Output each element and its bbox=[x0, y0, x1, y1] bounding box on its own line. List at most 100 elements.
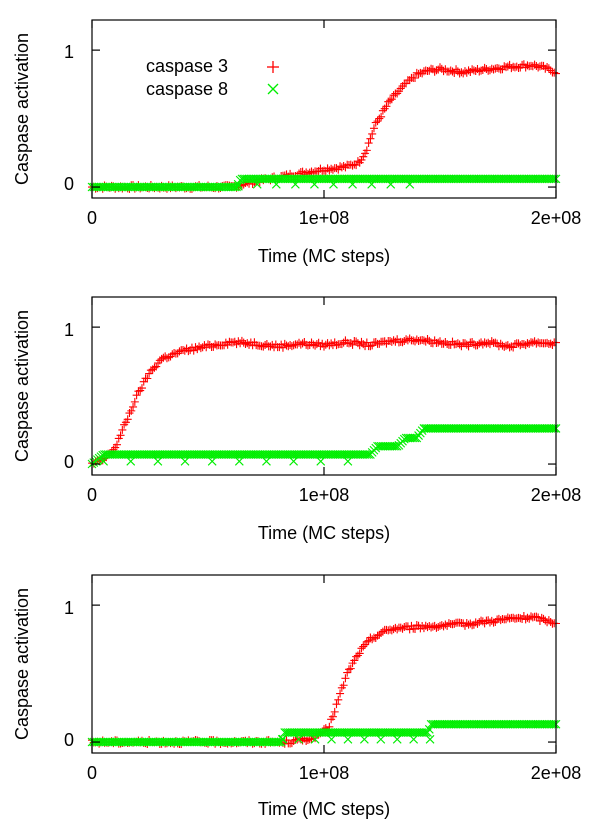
caspase-3-point bbox=[475, 618, 484, 627]
x-tick-label-2e8: 2e+08 bbox=[531, 485, 582, 505]
caspase-3-point bbox=[443, 340, 452, 349]
caspase-3-point bbox=[450, 68, 459, 77]
caspase-3-point bbox=[125, 409, 134, 418]
caspase-3-point bbox=[195, 342, 204, 351]
caspase-3-point bbox=[378, 627, 387, 636]
caspase-8-point bbox=[252, 179, 262, 189]
caspase-8-point bbox=[289, 456, 298, 466]
caspase-3-point bbox=[412, 621, 421, 630]
caspase-3-point bbox=[252, 341, 261, 350]
ticks-2 bbox=[91, 297, 557, 475]
caspase-3-point bbox=[237, 336, 246, 345]
x-tick-label-0: 0 bbox=[87, 763, 97, 783]
caspase-3-point bbox=[521, 341, 530, 350]
caspase-3-point bbox=[543, 63, 552, 72]
caspase-3-point bbox=[314, 338, 323, 347]
caspase-3-point bbox=[303, 736, 312, 745]
caspase-3-point bbox=[393, 625, 402, 634]
ticks-3 bbox=[91, 575, 557, 753]
caspase-3-point bbox=[496, 616, 505, 625]
caspase-8-point bbox=[271, 179, 281, 189]
caspase-3-point bbox=[327, 164, 336, 173]
caspase-3-point bbox=[475, 339, 484, 348]
caspase-3-point bbox=[434, 338, 443, 347]
caspase-3-point bbox=[261, 340, 270, 349]
caspase-3-point bbox=[357, 155, 366, 164]
caspase-8-point bbox=[549, 424, 559, 433]
caspase-3-point bbox=[375, 114, 384, 123]
caspase-3-point bbox=[512, 62, 521, 71]
caspase-3-point bbox=[368, 635, 377, 644]
x-axis-title-2: Time (MC steps) bbox=[258, 523, 390, 543]
caspase-3-point bbox=[132, 391, 141, 400]
caspase-8-point bbox=[126, 456, 136, 466]
caspase-8-point bbox=[409, 734, 419, 744]
caspase-3-point bbox=[321, 340, 330, 349]
caspase-3-point bbox=[129, 402, 138, 411]
caspase-8-point bbox=[425, 734, 435, 744]
x-axis-title-1: Time (MC steps) bbox=[258, 246, 390, 266]
caspase-3-point bbox=[452, 65, 461, 74]
caspase-3-point bbox=[475, 67, 484, 76]
y-tick-label-0: 0 bbox=[64, 174, 74, 194]
caspase-3-point bbox=[418, 335, 427, 344]
caspase-8-point bbox=[343, 456, 353, 466]
caspase-3-point bbox=[437, 621, 446, 630]
caspase-8-point bbox=[232, 182, 241, 192]
caspase-3-point bbox=[466, 619, 475, 628]
y-tick-label-1: 1 bbox=[64, 598, 74, 618]
caspase-3-point bbox=[346, 664, 355, 673]
caspase-3-point bbox=[432, 623, 441, 632]
panel-3: 1 0 0 1e+08 2e+08 Time (MC steps) Caspas… bbox=[12, 574, 581, 819]
caspase-3-point bbox=[343, 668, 352, 677]
y-tick-label-0: 0 bbox=[64, 730, 74, 750]
caspase-3-point bbox=[389, 91, 398, 100]
caspase-3-point bbox=[402, 79, 411, 88]
x-tick-label-2e8: 2e+08 bbox=[531, 208, 582, 228]
caspase-3-point bbox=[205, 341, 214, 350]
caspase-3-point bbox=[402, 335, 411, 344]
caspase-3-point bbox=[359, 152, 368, 161]
caspase-3-point bbox=[369, 124, 378, 133]
caspase-8-point bbox=[549, 174, 559, 184]
caspase-3-point bbox=[523, 61, 532, 70]
caspase-8-point bbox=[359, 734, 369, 744]
caspase-3-point bbox=[152, 362, 161, 371]
caspase-3-point bbox=[116, 431, 125, 440]
caspase-3-point bbox=[359, 340, 368, 349]
caspase-3-point bbox=[118, 425, 127, 434]
caspase-3-point bbox=[341, 674, 350, 683]
caspase-3-point bbox=[453, 67, 462, 76]
caspase-3-point bbox=[266, 342, 275, 351]
caspase-8-point bbox=[294, 734, 304, 744]
caspase-3-point bbox=[143, 374, 152, 383]
caspase-3-point bbox=[127, 406, 136, 415]
caspase-3-point bbox=[487, 616, 496, 625]
caspase-8-point bbox=[310, 734, 320, 744]
caspase-3-point bbox=[332, 700, 341, 709]
caspase-3-point bbox=[502, 615, 511, 624]
caspase-8-point bbox=[376, 734, 386, 744]
legend-marker-caspase-3 bbox=[267, 61, 279, 73]
series-caspase-8 bbox=[87, 424, 561, 469]
caspase-3-point bbox=[112, 440, 121, 449]
caspase-3-point bbox=[414, 69, 423, 78]
caspase-3-point bbox=[478, 66, 487, 75]
caspase-3-point bbox=[371, 118, 380, 127]
caspase-8-point bbox=[153, 456, 163, 466]
y-tick-label-0: 0 bbox=[64, 452, 74, 472]
caspase-3-point bbox=[478, 617, 487, 626]
caspase-8-point bbox=[386, 179, 396, 189]
caspase-8-point bbox=[405, 179, 415, 189]
caspase-3-point bbox=[425, 66, 434, 75]
caspase-3-point bbox=[334, 695, 343, 704]
caspase-3-point bbox=[364, 139, 373, 148]
caspase-3-point bbox=[328, 712, 337, 721]
caspase-8-point bbox=[389, 441, 398, 451]
caspase-3-point bbox=[411, 625, 420, 634]
caspase-8-point bbox=[233, 182, 243, 191]
caspase-8-point bbox=[234, 456, 244, 466]
caspase-8-point bbox=[548, 424, 557, 433]
caspase-3-point bbox=[491, 338, 500, 347]
